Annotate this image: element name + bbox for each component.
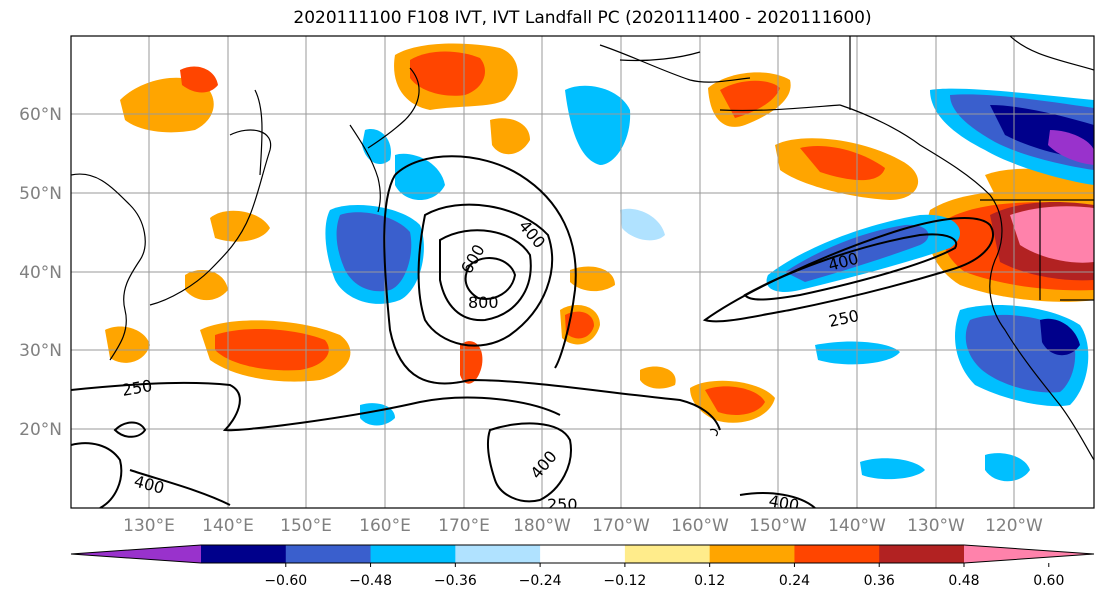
colorbar-extension-max <box>964 545 1094 563</box>
colorbar-segment <box>879 545 965 563</box>
map-title: 2020111100 F108 IVT, IVT Landfall PC (20… <box>293 8 872 28</box>
lon-label-140w: 140°W <box>828 516 886 536</box>
negative-anomaly-patches <box>325 85 1094 482</box>
colorbar-tick-label: −0.60 <box>264 573 307 589</box>
lat-label-50n: 50°N <box>19 184 62 204</box>
colorbar-segment <box>624 545 711 563</box>
colorbar-tick-label: 0.36 <box>864 573 895 589</box>
colorbar-tick-label: −0.36 <box>434 573 477 589</box>
longitude-labels: 130°E 140°E 150°E 160°E 170°E 180°W 170°… <box>123 516 1043 536</box>
colorbar-segment <box>794 545 880 563</box>
lat-label-40n: 40°N <box>19 263 62 283</box>
colorbar-segment <box>455 545 541 563</box>
lon-label-150w: 150°W <box>749 516 807 536</box>
colorbar-outline <box>70 544 1095 564</box>
lon-label-120w: 120°W <box>985 516 1043 536</box>
contour-label-250-south: 250 <box>547 495 578 514</box>
colorbar: −0.60 −0.48 −0.36 −0.24 −0.12 0.12 0.24 0.36 0.4… <box>70 544 1095 589</box>
lon-label-150e: 150°E <box>280 516 332 536</box>
colorbar-tick-label: 0.12 <box>694 573 725 589</box>
coastlines <box>71 36 1094 461</box>
lon-label-160w: 160°W <box>671 516 729 536</box>
lon-label-180w: 180°W <box>513 516 571 536</box>
colorbar-segment <box>540 545 626 563</box>
lon-label-130e: 130°E <box>123 516 175 536</box>
latitude-labels: 60°N 50°N 40°N 30°N 20°N <box>19 105 62 440</box>
lon-label-130w: 130°W <box>907 516 965 536</box>
colorbar-tick-label: −0.48 <box>349 573 392 589</box>
contour-label-400-southeast: 400 <box>767 491 800 515</box>
ivt-contours <box>71 155 995 508</box>
colorbar-tick-label: −0.12 <box>603 573 646 589</box>
colorbar-tick-label: −0.24 <box>519 573 562 589</box>
map-area: 800 600 400 400 400 400 400 250 250 250 <box>71 36 1094 515</box>
colorbar-segment <box>709 545 795 563</box>
colorbar-tick-label: 0.24 <box>779 573 810 589</box>
lon-label-160e: 160°E <box>359 516 411 536</box>
lat-label-20n: 20°N <box>19 420 62 440</box>
lon-label-170w: 170°W <box>592 516 650 536</box>
colorbar-tick-label: 0.60 <box>1033 573 1064 589</box>
lat-label-60n: 60°N <box>19 105 62 125</box>
lat-label-30n: 30°N <box>19 341 62 361</box>
colorbar-tick-label: 0.48 <box>948 573 979 589</box>
colorbar-segment <box>370 545 456 563</box>
map-frame <box>70 35 1095 509</box>
lon-label-170e: 170°E <box>438 516 490 536</box>
colorbar-extension-min <box>71 545 201 563</box>
lon-label-140e: 140°E <box>202 516 254 536</box>
colorbar-segment <box>285 545 372 563</box>
contour-label-800: 800 <box>468 293 499 312</box>
colorbar-segment <box>201 545 287 563</box>
positive-anomaly-patches <box>105 43 1094 423</box>
